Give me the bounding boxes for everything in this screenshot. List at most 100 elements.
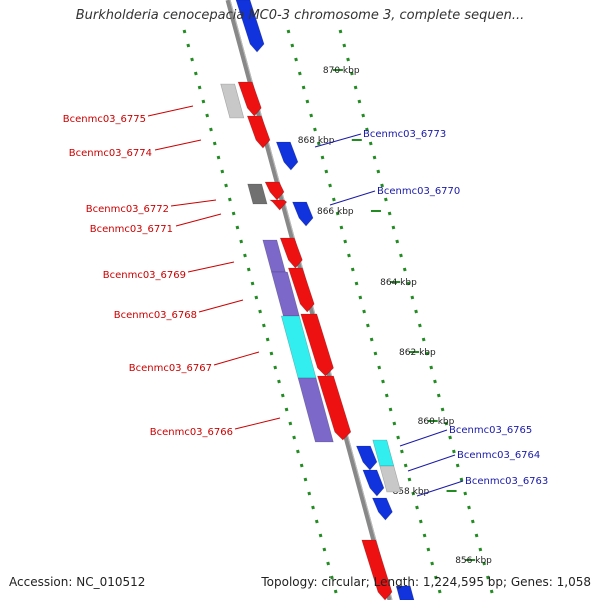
forward-gene-arrow[interactable] [264,181,285,201]
track-dot [474,533,479,538]
track-dot [182,29,187,34]
cds-feature-box[interactable] [297,377,334,443]
track-dot [338,29,343,34]
right-gene-label[interactable]: Bcenmc03_6765 [449,425,532,436]
reverse-gene-arrow[interactable] [292,201,314,227]
ruler-tick-label: 860 kbp [418,417,455,427]
track-dot [372,155,377,160]
track-dot [309,113,314,118]
track-dot [353,85,358,90]
track-dot [201,99,206,104]
right-gene-label[interactable]: Bcenmc03_6763 [465,476,548,487]
forward-gene-arrow[interactable] [287,267,315,313]
track-dot [452,449,456,454]
track-dot [357,99,362,104]
left-gene-label[interactable]: Bcenmc03_6771 [90,224,173,235]
track-dot [459,477,464,482]
track-dot [318,533,323,538]
track-dot [455,463,460,468]
cds-feature-box[interactable] [220,83,245,119]
track-dot [299,463,304,468]
ruler-tick-label: 856 kbp [455,556,492,566]
track-dot [403,463,408,468]
track-dot [387,211,392,216]
track-dot [324,169,329,174]
reverse-gene-arrow[interactable] [355,445,378,471]
ruler-tick-label: 858 kbp [393,487,430,497]
forward-gene-arrow[interactable] [237,81,262,117]
cds-feature-box[interactable] [247,183,268,205]
track-dot [197,85,202,90]
track-dot [350,267,355,272]
track-dot [186,43,191,48]
left-gene-label[interactable]: Bcenmc03_6769 [103,270,186,281]
left-gene-label[interactable]: Bcenmc03_6766 [150,427,233,438]
forward-gene-arrow[interactable] [246,115,271,149]
left-label-leader [147,105,194,117]
track-dot [209,127,213,132]
cds-feature-box[interactable] [379,465,402,493]
forward-gene-arrow[interactable] [269,199,288,211]
track-dot [224,183,228,188]
track-dot [193,71,198,76]
reverse-gene-arrow[interactable] [362,469,385,497]
track-dot [320,155,325,160]
genome-summary-text: Topology: circular; Length: 1,224,595 bp… [261,575,591,589]
forward-gene-arrow[interactable] [361,539,393,601]
track-dot [333,589,338,594]
right-gene-label[interactable]: Bcenmc03_6773 [363,129,446,140]
left-gene-label[interactable]: Bcenmc03_6767 [129,363,212,374]
forward-gene-arrow[interactable] [279,237,303,269]
outer-dotted-track [286,29,442,594]
track-dot [303,477,308,482]
track-dot [381,379,385,384]
track-dot [326,561,330,566]
map-title: Burkholderia cenocepacia MC0-3 chromosom… [75,8,525,23]
track-dot [388,407,393,412]
reverse-gene-arrow[interactable] [372,497,393,521]
left-gene-label[interactable]: Bcenmc03_6774 [69,148,152,159]
track-dot [273,365,278,370]
track-dot [422,533,427,538]
right-gene-label[interactable]: Bcenmc03_6770 [377,186,460,197]
left-gene-label[interactable]: Bcenmc03_6775 [63,114,146,125]
track-dot [332,197,336,202]
left-gene-label[interactable]: Bcenmc03_6772 [86,204,169,215]
track-dot [246,267,251,272]
track-dot [358,295,363,300]
track-dot [286,29,291,34]
track-dot [294,57,298,62]
track-dot [384,197,388,202]
right-label-leader [407,454,456,472]
accession-text: Accession: NC_010512 [9,575,146,589]
track-dot [307,491,312,496]
right-gene-label[interactable]: Bcenmc03_6764 [457,450,540,461]
track-dot [407,477,412,482]
track-dot [361,113,366,118]
track-dot [426,547,431,552]
track-dot [250,281,255,286]
track-dot [254,295,259,300]
track-dot [399,253,403,258]
track-dot [392,421,397,426]
track-dot [365,127,369,132]
track-dot [410,295,415,300]
reverse-gene-arrow[interactable] [235,0,265,53]
left-label-leader [170,199,217,207]
track-dot [380,183,384,188]
left-label-leader [187,261,235,273]
track-dot [376,169,381,174]
reverse-gene-arrow[interactable] [275,141,299,171]
track-dot [418,519,423,524]
right-label-leader [314,133,362,148]
track-dot [339,225,344,230]
forward-gene-arrow[interactable] [300,313,334,377]
left-gene-label[interactable]: Bcenmc03_6768 [114,310,197,321]
forward-gene-arrow[interactable] [317,375,352,441]
track-dot [265,337,270,342]
track-dot [296,449,300,454]
track-dot [243,253,247,258]
cds-feature-box[interactable] [262,239,286,273]
track-dot [430,561,434,566]
